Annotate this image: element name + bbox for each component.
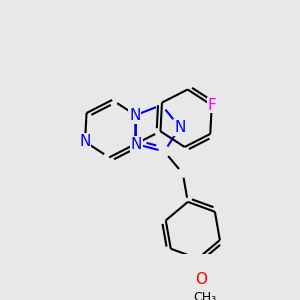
Text: N: N <box>174 120 185 135</box>
Text: N: N <box>79 134 91 149</box>
Text: F: F <box>207 98 216 113</box>
Text: N: N <box>131 137 142 152</box>
Text: N: N <box>129 108 140 123</box>
Text: O: O <box>195 272 207 286</box>
Text: CH₃: CH₃ <box>193 291 216 300</box>
